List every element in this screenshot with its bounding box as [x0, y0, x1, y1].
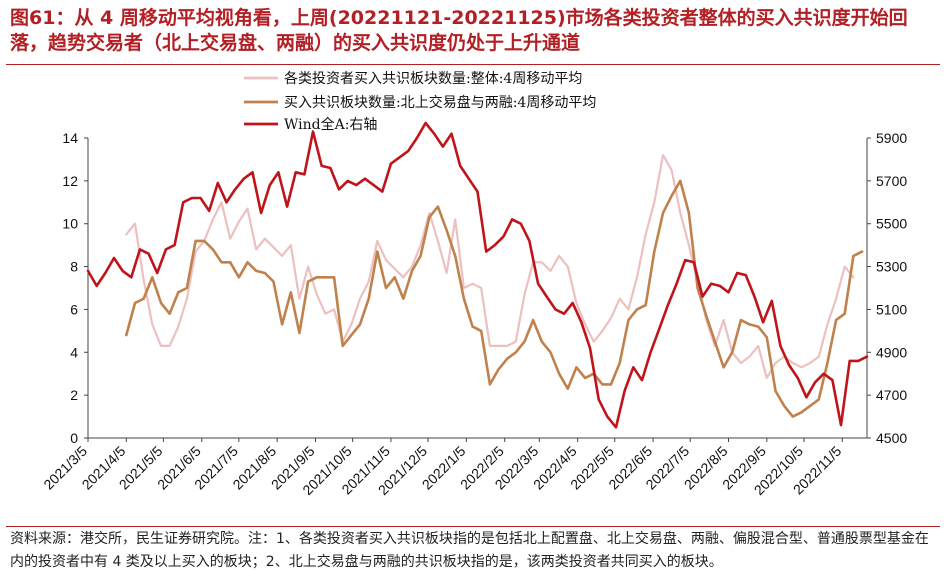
chart: 0 2 4 6 8 10 12 14 4500 4700 4900 5100 5300 5500 5700 5… [40, 71, 907, 498]
y-right-tick-label: 5300 [876, 259, 907, 275]
y-left-tick-label: 8 [70, 259, 78, 275]
series-line-2 [125, 179, 864, 418]
y-left-tick-label: 2 [70, 387, 78, 403]
y-right-tick-label: 5700 [876, 173, 907, 189]
y-right-tick-label: 4700 [876, 387, 907, 403]
footnote: 资料来源：港交所，民生证券研究院。注：1、各类投资者买入共识板块指的是包括北上配… [10, 531, 929, 570]
legend-label-2: 买入共识板块数量:北上交易盘与两融:4周移动平均 [284, 94, 596, 111]
y-right-tick-label: 5900 [876, 130, 907, 146]
y-right-tick-label: 4900 [876, 344, 907, 360]
y-left-tick-label: 0 [70, 430, 78, 446]
legend-label-3: Wind全A:右轴 [284, 116, 377, 133]
y-right-tick-label: 5500 [876, 216, 907, 232]
footnote-divider [6, 526, 940, 527]
y-left-tick-label: 6 [70, 301, 78, 317]
y-left-tick-label: 4 [70, 344, 78, 360]
series-line-3 [86, 121, 869, 429]
chart-title: 图61：从 4 周移动平均视角看，上周(20221121-20221125)市场… [10, 7, 908, 54]
y-right-tick-label: 4500 [876, 430, 907, 446]
title-divider [6, 64, 940, 65]
y-left-tick-label: 14 [62, 130, 78, 146]
legend-label-1: 各类投资者买入共识板块数量:整体:4周移动平均 [284, 71, 582, 87]
y-left-tick-label: 10 [62, 216, 78, 232]
y-left-tick-label: 12 [62, 173, 78, 189]
y-right-tick-label: 5100 [876, 301, 907, 317]
